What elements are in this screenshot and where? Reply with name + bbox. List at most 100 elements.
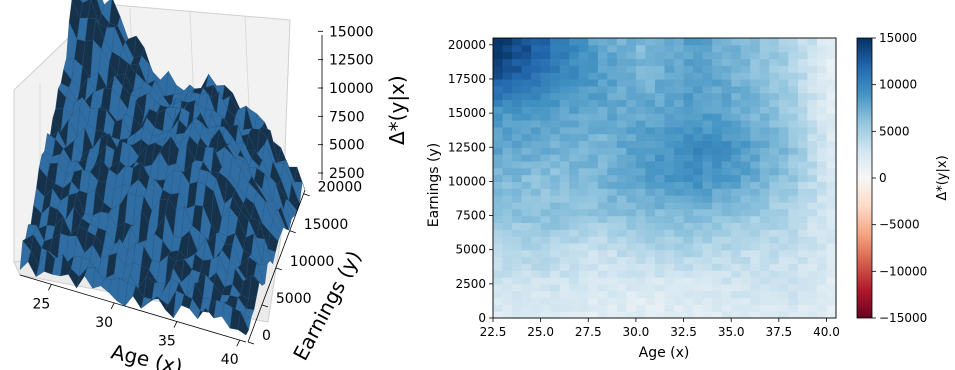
heatmap-cell xyxy=(778,188,789,196)
heatmap-cell xyxy=(559,283,570,292)
heatmap-cell xyxy=(607,229,618,237)
heatmap-cell xyxy=(559,99,570,107)
heatmap-cell xyxy=(512,256,523,264)
heatmap-cell xyxy=(550,92,561,101)
heatmap-cell xyxy=(531,174,542,183)
heatmap-cell xyxy=(635,297,647,305)
heatmap-cell xyxy=(797,263,809,271)
heatmap-cell xyxy=(550,113,561,121)
heatmap-cell xyxy=(769,58,780,66)
heatmap-cell xyxy=(693,181,704,189)
heatmap-cell xyxy=(607,51,618,60)
heatmap-cell xyxy=(550,174,561,183)
heatmap-cell xyxy=(597,208,608,217)
heatmap-cell xyxy=(712,311,723,319)
heatmap-cell xyxy=(816,195,828,203)
heatmap-cell xyxy=(826,113,837,121)
heatmap-cell xyxy=(816,160,828,169)
heatmap-cell xyxy=(635,290,647,299)
heatmap-cell xyxy=(683,44,694,53)
heatmap-cell xyxy=(731,167,742,176)
heatmap-cell xyxy=(674,44,685,53)
heatmap-cell xyxy=(559,304,570,312)
heatmap-cell xyxy=(493,290,504,299)
heatmap-cell xyxy=(578,201,589,210)
heatmap-cell xyxy=(626,78,637,87)
heatmap-cell xyxy=(693,208,704,217)
heatmap-cell xyxy=(826,106,837,114)
heatmap-cell xyxy=(607,113,618,121)
heatmap-cell xyxy=(540,140,551,148)
heatmap-cell xyxy=(607,92,618,101)
heatmap-cell xyxy=(797,167,809,176)
heatmap-cell xyxy=(721,85,732,94)
heatmap-cell xyxy=(807,154,818,162)
heatmap-cell xyxy=(502,58,513,66)
heatmap-cell xyxy=(531,195,542,203)
heatmap-cell xyxy=(550,58,561,66)
heatmap-cell xyxy=(616,283,627,292)
heatmap-cell xyxy=(502,297,513,305)
heatmap-cell xyxy=(702,222,713,230)
heatmap-cell xyxy=(664,304,675,312)
heatmap-cell xyxy=(607,222,618,230)
heatmap-cell xyxy=(826,297,837,305)
heatmap-cell xyxy=(635,58,647,66)
heatmap-cell xyxy=(750,113,761,121)
heatmap-cell xyxy=(493,126,504,135)
heatmap-cell xyxy=(702,38,713,46)
heatmap-cell xyxy=(635,106,647,114)
heatmap-cell xyxy=(540,297,551,305)
heatmap-cell xyxy=(702,263,713,271)
heatmap-cell xyxy=(664,236,675,244)
heatmap-cell xyxy=(750,215,761,223)
heatmap-cell xyxy=(597,78,608,87)
heatmap-cell xyxy=(654,208,666,217)
y-tick-label: 5000 xyxy=(455,243,486,257)
heatmap-cell xyxy=(502,106,513,114)
heatmap-cell xyxy=(493,195,504,203)
heatmap-cell xyxy=(597,236,608,244)
heatmap-cell xyxy=(702,85,713,94)
colorbar-tick-label: −15000 xyxy=(879,311,927,325)
heatmap-cell xyxy=(616,154,627,162)
heatmap-cell xyxy=(778,215,789,223)
heatmap-cell xyxy=(626,304,637,312)
heatmap-cell xyxy=(569,106,580,114)
heatmap-cell xyxy=(645,126,656,135)
heatmap-cell xyxy=(588,195,599,203)
heatmap-cell xyxy=(616,65,627,73)
heatmap-cell xyxy=(597,311,608,319)
heatmap-cell xyxy=(493,174,504,183)
heatmap-cell xyxy=(559,119,570,128)
heatmap-cell xyxy=(750,304,761,312)
heatmap-cell xyxy=(807,290,818,299)
heatmap-cell xyxy=(816,188,828,196)
heatmap-cell xyxy=(616,99,627,107)
heatmap-cell xyxy=(740,160,751,169)
heatmap-cell xyxy=(521,311,532,319)
heatmap-cell xyxy=(540,78,551,87)
heatmap-cell xyxy=(493,249,504,258)
heatmap-cell xyxy=(769,181,780,189)
heatmap-cell xyxy=(712,113,723,121)
heatmap-cell xyxy=(597,58,608,66)
heatmap-cell xyxy=(588,44,599,53)
heatmap-cell xyxy=(750,283,761,292)
heatmap-cell xyxy=(740,133,751,142)
heatmap-cell xyxy=(531,78,542,87)
heatmap-cell xyxy=(578,113,589,121)
heatmap-cell xyxy=(721,236,732,244)
heatmap-cell xyxy=(512,263,523,271)
heatmap-cell xyxy=(569,119,580,128)
heatmap-cell xyxy=(797,92,809,101)
heatmap-cell xyxy=(550,133,561,142)
heatmap-cell xyxy=(740,249,751,258)
heatmap-cell xyxy=(759,72,770,80)
heatmap-cell xyxy=(807,304,818,312)
heatmap-cell xyxy=(597,44,608,53)
